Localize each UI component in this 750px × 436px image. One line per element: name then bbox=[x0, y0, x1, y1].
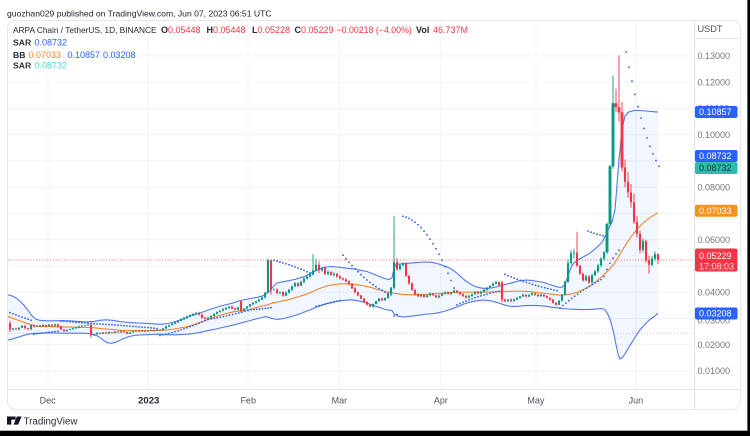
svg-text:Jun: Jun bbox=[629, 396, 644, 406]
svg-text:46.737M: 46.737M bbox=[433, 25, 468, 35]
svg-text:0.02000: 0.02000 bbox=[698, 340, 731, 350]
svg-text:0.10857: 0.10857 bbox=[699, 107, 732, 117]
svg-text:17:08:03: 17:08:03 bbox=[699, 262, 734, 272]
svg-text:0.07033: 0.07033 bbox=[699, 206, 732, 216]
svg-text:0.03208: 0.03208 bbox=[103, 50, 136, 60]
svg-text:BB: BB bbox=[13, 50, 25, 60]
svg-text:guozhan029 published on Tradin: guozhan029 published on TradingView.com,… bbox=[7, 9, 272, 19]
svg-text:May: May bbox=[527, 396, 545, 406]
svg-text:0.03000: 0.03000 bbox=[698, 316, 731, 326]
svg-text:0.07033: 0.07033 bbox=[29, 50, 62, 60]
svg-text:SAR: SAR bbox=[13, 60, 32, 70]
svg-text:0.08732: 0.08732 bbox=[699, 151, 732, 161]
svg-text:USDT: USDT bbox=[698, 24, 723, 34]
svg-text:0.03208: 0.03208 bbox=[699, 309, 732, 319]
svg-text:L0.05228: L0.05228 bbox=[252, 25, 290, 35]
svg-text:Dec: Dec bbox=[40, 396, 57, 406]
svg-text:2023: 2023 bbox=[138, 396, 159, 407]
svg-text:0.10857: 0.10857 bbox=[68, 50, 101, 60]
svg-text:0.08000: 0.08000 bbox=[698, 182, 731, 192]
svg-text:0.08732: 0.08732 bbox=[699, 163, 732, 173]
svg-text:C0.05229: C0.05229 bbox=[295, 25, 334, 35]
svg-text:Mar: Mar bbox=[332, 396, 348, 406]
svg-text:SAR: SAR bbox=[13, 37, 32, 47]
svg-text:0.04000: 0.04000 bbox=[698, 287, 731, 297]
svg-text:0.01000: 0.01000 bbox=[698, 366, 731, 376]
svg-text:Vol: Vol bbox=[416, 25, 429, 35]
svg-text:0.10000: 0.10000 bbox=[698, 130, 731, 140]
svg-text:O0.05448: O0.05448 bbox=[161, 25, 201, 35]
svg-text:0.06000: 0.06000 bbox=[698, 235, 731, 245]
svg-text:0.12000: 0.12000 bbox=[698, 77, 731, 87]
svg-text:0.08732: 0.08732 bbox=[35, 37, 68, 47]
svg-text:0.05229: 0.05229 bbox=[699, 251, 732, 261]
svg-text:H0.05448: H0.05448 bbox=[207, 25, 246, 35]
svg-text:ARPA Chain / TetherUS, 1D, BIN: ARPA Chain / TetherUS, 1D, BINANCE bbox=[13, 25, 157, 35]
svg-text:0.08732: 0.08732 bbox=[35, 61, 68, 71]
svg-text:Apr: Apr bbox=[434, 396, 448, 406]
svg-text:−0.00218 (−4.00%): −0.00218 (−4.00%) bbox=[337, 25, 412, 35]
svg-text:0.13000: 0.13000 bbox=[698, 51, 731, 61]
svg-text:TradingView: TradingView bbox=[24, 417, 79, 428]
svg-text:Feb: Feb bbox=[240, 396, 256, 406]
